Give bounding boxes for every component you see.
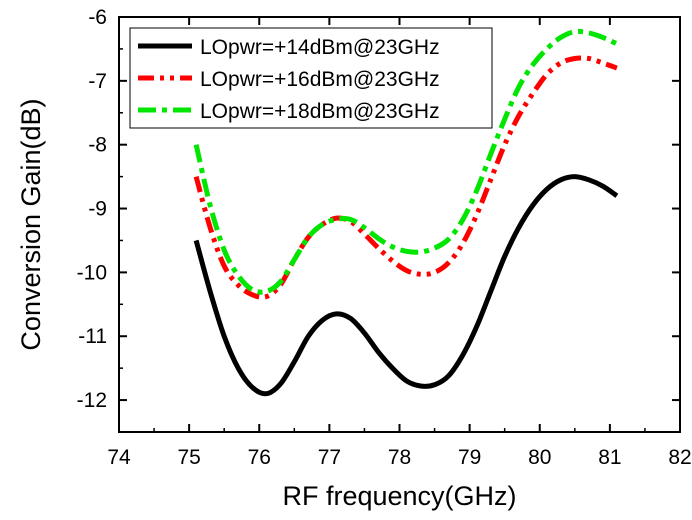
x-tick-label: 82 bbox=[668, 446, 691, 469]
series-lines bbox=[193, 28, 619, 397]
series-line-1 bbox=[193, 174, 619, 397]
x-axis-title: RF frequency(GHz) bbox=[282, 481, 516, 511]
legend-label-2: LOpwr=+16dBm@23GHz bbox=[200, 68, 440, 91]
x-tick-label: 80 bbox=[528, 446, 551, 469]
y-tick-label: -7 bbox=[88, 70, 107, 93]
x-tick-label: 76 bbox=[248, 446, 271, 469]
y-tick-label: -12 bbox=[77, 389, 107, 412]
y-tick-label: -11 bbox=[78, 325, 107, 348]
x-tick-label: 81 bbox=[598, 446, 621, 469]
axis-ticks: 74 75 76 77 78 79 80 81 82 -12 -11 -10 -9 -8 -7 -6 bbox=[77, 6, 692, 469]
y-tick-label: -9 bbox=[88, 198, 107, 221]
plot-frame bbox=[118, 16, 681, 433]
x-tick-label: 78 bbox=[388, 446, 411, 469]
x-tick-label: 75 bbox=[177, 446, 200, 469]
y-tick-label: -6 bbox=[88, 6, 107, 29]
x-tick-label: 77 bbox=[318, 446, 341, 469]
y-tick-label: -8 bbox=[88, 134, 107, 157]
y-axis-title: Conversion Gain(dB) bbox=[16, 98, 46, 350]
y-tick-label: -10 bbox=[77, 261, 107, 284]
series-line-2 bbox=[193, 55, 618, 300]
x-tick-label: 79 bbox=[458, 446, 481, 469]
series-line-3 bbox=[193, 28, 618, 295]
legend-label-3: LOpwr=+18dBm@23GHz bbox=[200, 100, 440, 123]
x-tick-label: 74 bbox=[107, 446, 131, 469]
legend-label-1: LOpwr=+14dBm@23GHz bbox=[200, 36, 440, 59]
legend: LOpwr=+14dBm@23GHz LOpwr=+16dBm@23GHz LOpw… bbox=[129, 27, 493, 129]
